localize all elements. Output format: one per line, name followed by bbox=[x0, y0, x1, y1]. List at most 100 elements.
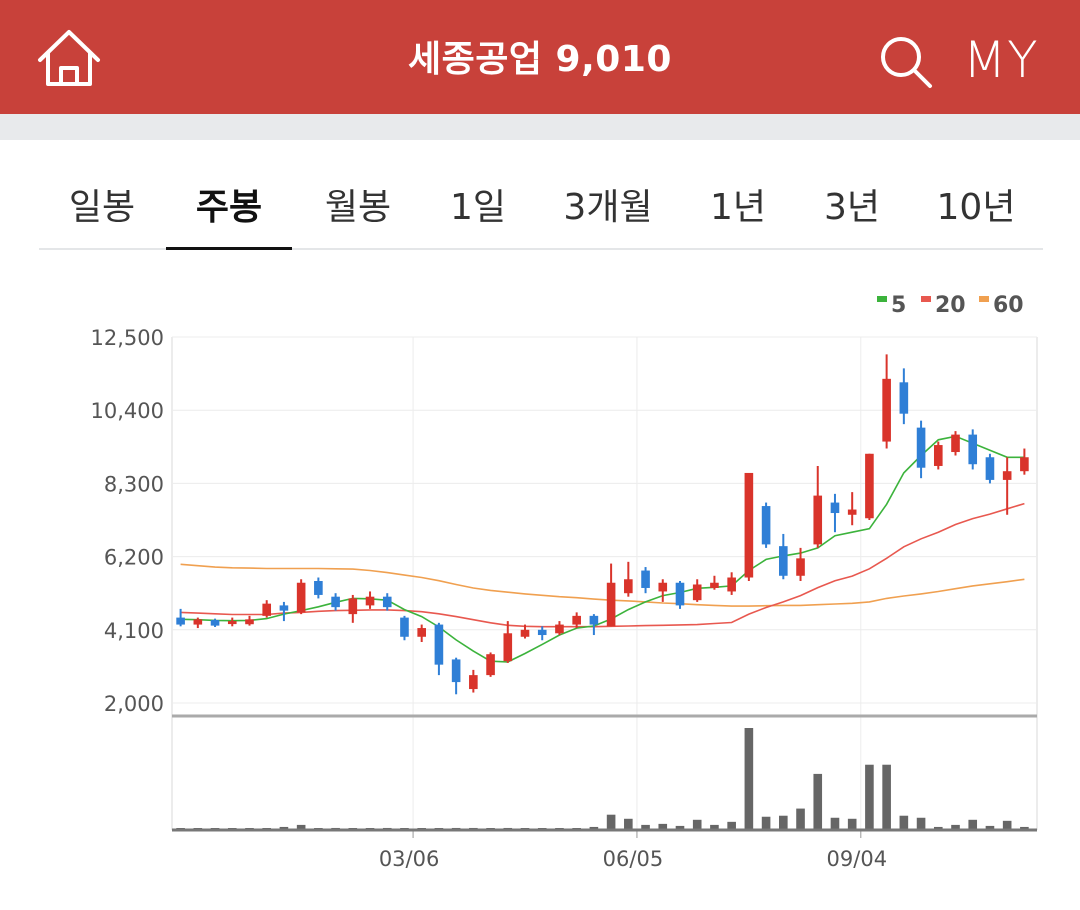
tab-1day[interactable]: 1일 bbox=[449, 187, 507, 228]
y-tick-label: 8,300 bbox=[104, 472, 164, 496]
candle-body bbox=[951, 434, 960, 453]
legend-swatch-ma5 bbox=[877, 296, 887, 302]
candle-body bbox=[469, 675, 478, 690]
period-tabs: 일봉 주봉 월봉 1일 3개월 1년 3년 10년 bbox=[39, 172, 1043, 250]
search-button[interactable] bbox=[878, 34, 934, 90]
candle-body bbox=[847, 509, 857, 515]
tab-10years[interactable]: 10년 bbox=[936, 187, 1016, 228]
tab-3months[interactable]: 3개월 bbox=[563, 187, 653, 228]
candle-body bbox=[193, 619, 203, 625]
candle-body bbox=[451, 659, 461, 683]
candle-body bbox=[641, 570, 650, 588]
ma5-line bbox=[180, 435, 1025, 663]
candle-body bbox=[727, 577, 736, 592]
tab-1year[interactable]: 1년 bbox=[709, 187, 767, 228]
volume-bar bbox=[847, 818, 857, 830]
volume-bar bbox=[1020, 826, 1029, 830]
volume-bar bbox=[951, 824, 960, 830]
legend-label-ma5: 5 bbox=[891, 293, 906, 318]
tab-weekly[interactable]: 주봉 bbox=[166, 172, 292, 250]
candle-body bbox=[916, 427, 926, 468]
volume-bar bbox=[710, 824, 719, 830]
candle-body bbox=[985, 457, 995, 480]
candle-body bbox=[503, 633, 513, 662]
candle-body bbox=[658, 582, 668, 592]
volume-bar bbox=[985, 825, 995, 830]
candle-body bbox=[779, 546, 788, 576]
candle-body bbox=[314, 581, 323, 595]
volume-bar bbox=[658, 823, 668, 830]
stock-title: 세종공업 9,010 bbox=[408, 39, 672, 80]
volume-bar bbox=[692, 819, 702, 830]
legend-label-ma20: 20 bbox=[935, 293, 966, 318]
candle-body bbox=[1002, 471, 1012, 480]
candle-body bbox=[348, 598, 358, 615]
candle-body bbox=[744, 472, 754, 578]
candle-body bbox=[796, 558, 805, 576]
legend-label-ma60: 60 bbox=[993, 293, 1024, 318]
x-tick-label: 06/05 bbox=[603, 847, 664, 871]
volume-bar bbox=[296, 824, 306, 830]
ma20-line bbox=[180, 502, 1025, 628]
volume-bar bbox=[796, 808, 805, 830]
candle-body bbox=[1020, 457, 1029, 472]
volume-bar bbox=[933, 826, 943, 830]
candle-body bbox=[245, 619, 254, 625]
search-icon bbox=[881, 37, 932, 88]
volume-bar bbox=[830, 817, 840, 830]
volume-bar bbox=[624, 818, 633, 830]
y-tick-label: 6,200 bbox=[104, 546, 164, 570]
y-tick-label: 2,000 bbox=[104, 692, 164, 716]
candle-body bbox=[227, 621, 237, 625]
tab-monthly[interactable]: 월봉 bbox=[324, 187, 392, 228]
tab-daily[interactable]: 일봉 bbox=[68, 187, 136, 228]
tab-3years[interactable]: 3년 bbox=[823, 187, 881, 228]
candle-body bbox=[692, 584, 702, 601]
y-tick-label: 10,400 bbox=[91, 399, 164, 423]
candle-body bbox=[331, 596, 340, 608]
candle-body bbox=[555, 624, 564, 634]
volume-bar bbox=[589, 826, 599, 830]
my-button[interactable]: MY bbox=[963, 31, 1039, 89]
volume-bar bbox=[761, 816, 771, 830]
volume-bar bbox=[968, 819, 978, 830]
home-button[interactable] bbox=[36, 28, 102, 90]
candlestick-chart-svg[interactable]: 12,500 10,400 8,300 6,200 4,100 2,000 03/06 06/… bbox=[0, 270, 1080, 906]
y-tick-label: 12,500 bbox=[91, 326, 164, 350]
volume-bar bbox=[865, 764, 874, 830]
candle-body bbox=[813, 495, 823, 545]
candle-body bbox=[830, 502, 840, 514]
volume-bar bbox=[779, 815, 788, 830]
candle-body bbox=[589, 615, 599, 625]
candle-body bbox=[882, 378, 891, 442]
candle-body bbox=[624, 579, 633, 594]
volume-bar bbox=[279, 826, 289, 830]
volume-bar bbox=[727, 821, 736, 830]
y-tick-label: 4,100 bbox=[104, 619, 164, 643]
header-divider-strip bbox=[0, 114, 1080, 140]
volume-bar bbox=[606, 814, 616, 830]
candle-body bbox=[400, 617, 409, 637]
volume-bar bbox=[744, 728, 754, 830]
legend-swatch-ma60 bbox=[979, 296, 989, 302]
volume-bar bbox=[641, 824, 650, 830]
candle-body bbox=[279, 605, 289, 611]
x-tick-label: 03/06 bbox=[379, 847, 440, 871]
volume-bar bbox=[899, 815, 909, 830]
volume-bar bbox=[882, 764, 891, 830]
app-header: 세종공업 9,010 MY bbox=[0, 0, 1080, 114]
candle-body bbox=[417, 628, 426, 637]
candle-body bbox=[365, 596, 375, 606]
candle-body bbox=[761, 506, 771, 545]
x-tick-label: 09/04 bbox=[827, 847, 888, 871]
home-icon bbox=[38, 30, 100, 86]
candle-body bbox=[675, 582, 685, 606]
candle-body bbox=[537, 629, 547, 636]
candle-body bbox=[262, 603, 272, 616]
candle-body bbox=[968, 434, 978, 465]
volume-bar bbox=[675, 825, 685, 830]
candle-body bbox=[176, 617, 185, 625]
price-chart[interactable]: 12,500 10,400 8,300 6,200 4,100 2,000 03/06 06/… bbox=[0, 270, 1080, 906]
candle-body bbox=[606, 582, 616, 627]
volume-bar bbox=[916, 817, 926, 830]
